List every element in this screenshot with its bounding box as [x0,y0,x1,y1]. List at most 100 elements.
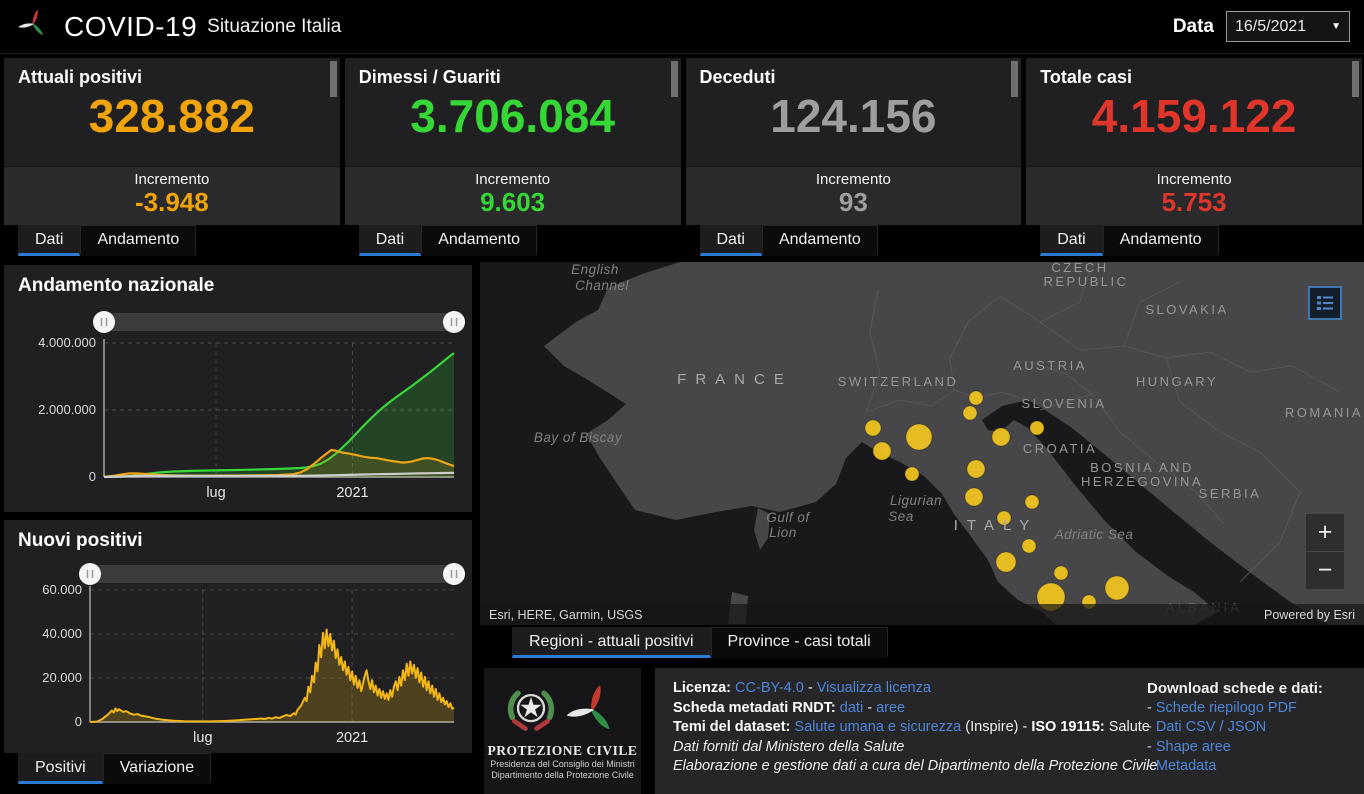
region-bubble[interactable] [968,390,984,406]
salute-umana-link[interactable]: Salute umana e sicurezza [794,719,962,735]
date-dropdown[interactable]: 16/5/2021 ▼ [1226,11,1350,42]
map-legend-button[interactable] [1308,286,1342,320]
download-pdf-link[interactable]: Schede riepilogo PDF [1155,699,1297,716]
tab-province-casi-totali[interactable]: Province - casi totali [710,627,888,658]
tab-andamento[interactable]: Andamento [421,225,538,256]
download-shape-link[interactable]: Shape aree [1155,738,1231,755]
view-license-link[interactable]: Visualizza licenza [816,680,931,696]
card-title: Deceduti [699,67,776,87]
card-title: Dimessi / Guariti [358,67,501,87]
time-range-slider-handle[interactable] [93,311,115,333]
region-bubble[interactable] [964,487,984,507]
protezione-civile-emblem-icon [566,684,609,729]
esri-attribution: Powered by Esri [1263,607,1355,622]
svg-text:0: 0 [75,714,82,729]
region-bubble[interactable] [904,466,920,482]
svg-text:lug: lug [206,485,225,501]
time-range-slider-handle[interactable] [443,563,465,585]
rndt-line: Scheda metadati RNDT: dati - aree [673,699,906,716]
tab-dati[interactable]: Dati [699,225,762,256]
map-label: CROATIA [1023,441,1097,456]
tab-dati[interactable]: Dati [358,225,422,256]
dimessi-guariti-line [103,352,455,478]
increment-value: -3.948 [135,187,209,218]
region-bubble[interactable] [962,405,978,421]
region-bubble[interactable] [995,551,1017,573]
protezione-civile-logo-block: PROTEZIONE CIVILE Presidenza del Consigl… [484,668,641,794]
map-label: AUSTRIA [1013,358,1087,373]
region-bubble[interactable] [991,427,1011,447]
card-scrollbar[interactable] [1011,61,1019,97]
map-label: Sea [888,509,914,524]
increment-value: 9.603 [480,187,546,218]
tab-positivi[interactable]: Positivi [18,753,103,784]
zoom-out-button[interactable]: − [1306,552,1344,589]
tab-andamento[interactable]: Andamento [761,225,878,256]
time-range-slider-track[interactable] [88,565,456,583]
zoom-in-button[interactable]: + [1306,514,1344,551]
map-attribution: Esri, HERE, Garmin, USGS [489,607,643,622]
svg-text:4.000.000: 4.000.000 [38,335,96,350]
rndt-aree-link[interactable]: aree [876,699,906,716]
rndt-dati-link[interactable]: dati [839,699,864,716]
region-bubble[interactable] [1021,538,1037,554]
region-bubble[interactable] [966,459,986,479]
time-range-slider-track[interactable] [102,313,456,331]
italy-map[interactable]: English Channel FRANCE Bay of Biscay SWITZER… [480,262,1364,625]
map-label: HUNGARY [1136,374,1218,389]
region-bubble[interactable] [1029,420,1045,436]
andamento-nazionale-chart[interactable]: 0 2.000.000 4.000.000 lug 2021 [4,307,468,509]
card-dimessi-guariti: Dimessi / Guariti 3.706.084 Incremento 9… [344,58,681,256]
map-zoom-controls: + − [1306,514,1344,590]
map-label: HERZEGOVINA [1081,474,1203,489]
time-range-slider-handle[interactable] [79,563,101,585]
header: COVID-19 Situazione Italia Data 16/5/202… [0,0,1364,54]
license-line: Licenza: CC-BY-4.0 - Visualizza licenza [673,680,931,696]
map-label: Gulf of [766,510,810,525]
nuovi-positivi-line [89,628,455,723]
map-label: Lion [769,525,797,540]
card-scrollbar[interactable] [670,61,678,97]
tab-variazione[interactable]: Variazione [102,753,212,784]
tab-andamento[interactable]: Andamento [80,225,197,256]
map-label: ITALY [954,517,1038,534]
tab-dati[interactable]: Dati [18,225,81,256]
map-label: SLOVAKIA [1145,302,1228,317]
card-scrollbar[interactable] [329,61,337,97]
card-value: 4.159.122 [1091,90,1297,142]
nuovi-positivi-chart[interactable]: 0 20.000 40.000 60.000 lug 2021 [4,560,468,752]
tab-regioni-attuali-positivi[interactable]: Regioni - attuali positivi [512,627,711,658]
map-sea-west [480,262,1056,625]
svg-text:2021: 2021 [336,730,368,746]
map-label: Ligurian [890,493,942,508]
card-title: Attuali positivi [18,67,143,87]
logo-subtitle-1: Presidenza del Consiglio dei Ministri [490,758,635,769]
region-bubble[interactable] [996,510,1012,526]
svg-text:0: 0 [89,469,96,484]
download-csv-json-link[interactable]: Dati CSV / JSON [1155,719,1267,735]
region-bubble[interactable] [872,441,892,461]
map-label: ROMANIA [1285,405,1363,420]
tab-dati[interactable]: Dati [1040,225,1103,256]
region-bubble[interactable] [905,423,933,451]
svg-text:lug: lug [193,730,212,746]
map-label: SWITZERLAND [838,374,959,389]
download-metadata-link[interactable]: Metadata [1155,758,1217,774]
map-label: SERBIA [1199,486,1262,501]
dataset-info-panel: Licenza: CC-BY-4.0 - Visualizza licenza … [655,668,1364,794]
time-range-slider-handle[interactable] [443,311,465,333]
legend-list-icon [1317,296,1333,310]
license-link[interactable]: CC-BY-4.0 [735,680,804,696]
region-bubble[interactable] [1104,575,1130,601]
region-bubble[interactable] [1053,565,1069,581]
card-attuali-positivi: Attuali positivi 328.882 Incremento -3.9… [4,58,340,256]
map-label: Bay of Biscay [534,430,623,445]
region-bubble[interactable] [864,419,882,437]
tab-andamento[interactable]: Andamento [1102,225,1219,256]
map-label: REPUBLIC [1043,274,1128,289]
card-scrollbar[interactable] [1352,61,1359,97]
region-bubble[interactable] [1024,494,1040,510]
download-title: Download schede e dati: [1147,680,1323,697]
